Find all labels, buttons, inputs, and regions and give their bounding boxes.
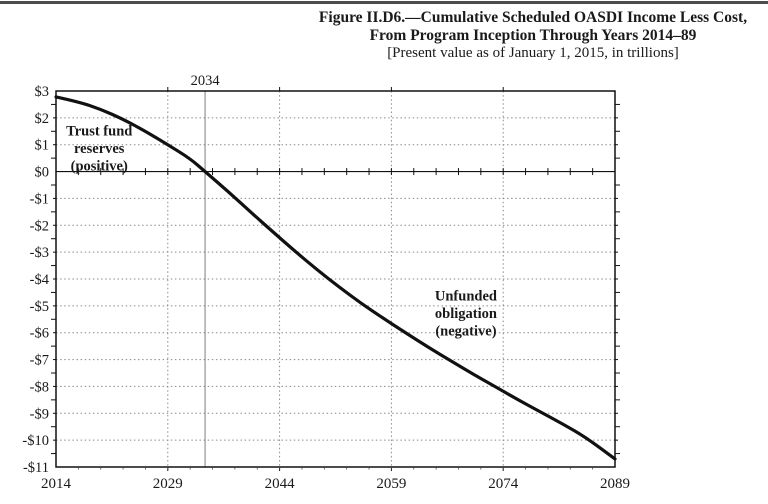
- page-top-rule: [0, 1, 768, 4]
- annotation-unfunded-obligation: Unfunded: [435, 289, 497, 305]
- y-axis-tick-label: $1: [35, 138, 50, 154]
- y-axis-tick-label: -$9: [30, 406, 49, 422]
- y-axis-tick-label: -$4: [30, 272, 50, 288]
- y-axis-tick-label: -$6: [30, 326, 49, 342]
- x-axis-tick-label: 2059: [376, 476, 406, 492]
- x-axis-tick-label: 2044: [265, 476, 296, 492]
- y-axis-tick-label: $2: [35, 111, 50, 127]
- y-axis-tick-label: -$7: [30, 353, 49, 369]
- y-axis-tick-label: -$8: [30, 379, 49, 395]
- income-less-cost-curve: [54, 95, 617, 461]
- x-axis-tick-label: 2089: [600, 476, 630, 492]
- y-axis-tick-label: -$3: [30, 245, 49, 261]
- annotation-trust-fund-reserves: (positive): [71, 159, 128, 175]
- figure-title-line-2: From Program Inception Through Years 201…: [369, 26, 697, 44]
- figure-title-subtitle: [Present value as of January 1, 2015, in…: [387, 45, 679, 61]
- x-axis-tick-label: 2029: [153, 476, 183, 492]
- y-axis-tick-label: -$2: [30, 218, 49, 234]
- y-axis-tick-label: -$11: [23, 460, 49, 476]
- y-axis-tick-label: $0: [35, 165, 50, 181]
- figure-title: Figure II.D6.—Cumulative Scheduled OASDI…: [300, 9, 766, 62]
- y-axis-tick-label: -$10: [22, 433, 49, 449]
- depletion-year-label: 2034: [191, 73, 221, 89]
- annotation-unfunded-obligation: obligation: [435, 306, 497, 322]
- figure-title-line-1: Figure II.D6.—Cumulative Scheduled OASDI…: [318, 9, 748, 26]
- x-axis-tick-label: 2014: [41, 476, 72, 492]
- y-axis-tick-label: -$5: [30, 299, 49, 315]
- annotation-trust-fund-reserves: reserves: [74, 141, 125, 157]
- annotation-unfunded-obligation: (negative): [435, 324, 496, 340]
- annotation-trust-fund-reserves: Trust fund: [66, 124, 132, 140]
- y-axis-tick-label: $3: [35, 84, 50, 100]
- y-axis-tick-label: -$1: [30, 191, 49, 207]
- x-axis-tick-label: 2074: [488, 476, 519, 492]
